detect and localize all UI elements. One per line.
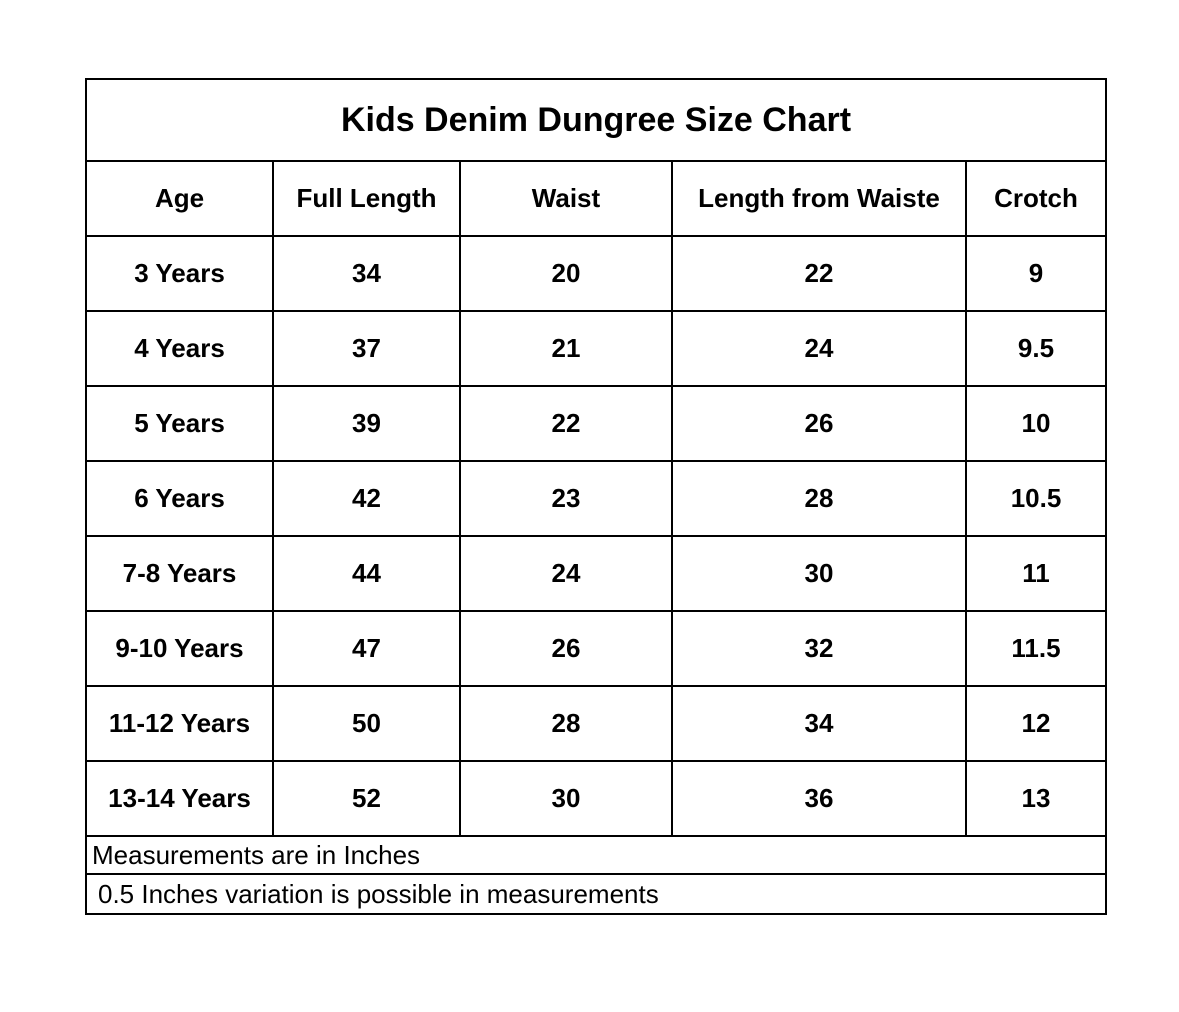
size-chart: Kids Denim Dungree Size Chart Age Full L… xyxy=(85,78,1107,915)
cell-length-from-waist: 24 xyxy=(672,311,967,387)
cell-waist: 21 xyxy=(460,311,673,387)
size-table: Age Full Length Waist Length from Waiste… xyxy=(87,162,1105,837)
cell-age: 13-14 Years xyxy=(87,761,274,837)
cell-full-length: 47 xyxy=(273,611,461,687)
cell-waist: 30 xyxy=(460,761,673,837)
cell-crotch: 11 xyxy=(966,536,1105,612)
cell-full-length: 34 xyxy=(273,236,461,312)
cell-crotch: 9.5 xyxy=(966,311,1105,387)
cell-crotch: 9 xyxy=(966,236,1105,312)
cell-full-length: 42 xyxy=(273,461,461,537)
cell-length-from-waist: 36 xyxy=(672,761,967,837)
cell-crotch: 10.5 xyxy=(966,461,1105,537)
column-header-length-from-waist: Length from Waiste xyxy=(672,162,967,237)
cell-full-length: 39 xyxy=(273,386,461,462)
column-header-age: Age xyxy=(87,162,274,237)
cell-age: 9-10 Years xyxy=(87,611,274,687)
cell-waist: 26 xyxy=(460,611,673,687)
table-row: 5 Years 39 22 26 10 xyxy=(87,386,1105,462)
column-header-waist: Waist xyxy=(460,162,673,237)
cell-length-from-waist: 26 xyxy=(672,386,967,462)
cell-full-length: 44 xyxy=(273,536,461,612)
chart-title: Kids Denim Dungree Size Chart xyxy=(87,80,1105,162)
cell-crotch: 13 xyxy=(966,761,1105,837)
cell-full-length: 52 xyxy=(273,761,461,837)
cell-age: 3 Years xyxy=(87,236,274,312)
cell-age: 7-8 Years xyxy=(87,536,274,612)
cell-waist: 28 xyxy=(460,686,673,762)
table-row: 9-10 Years 47 26 32 11.5 xyxy=(87,611,1105,687)
cell-length-from-waist: 30 xyxy=(672,536,967,612)
table-row: 3 Years 34 20 22 9 xyxy=(87,236,1105,312)
cell-age: 6 Years xyxy=(87,461,274,537)
header-row: Age Full Length Waist Length from Waiste… xyxy=(87,162,1105,237)
cell-full-length: 37 xyxy=(273,311,461,387)
table-row: 11-12 Years 50 28 34 12 xyxy=(87,686,1105,762)
column-header-crotch: Crotch xyxy=(966,162,1105,237)
cell-waist: 22 xyxy=(460,386,673,462)
note-units: Measurements are in Inches xyxy=(87,837,1105,875)
column-header-full-length: Full Length xyxy=(273,162,461,237)
cell-crotch: 11.5 xyxy=(966,611,1105,687)
note-variation: 0.5 Inches variation is possible in meas… xyxy=(98,878,659,909)
table-row: 13-14 Years 52 30 36 13 xyxy=(87,761,1105,837)
table-row: 4 Years 37 21 24 9.5 xyxy=(87,311,1105,387)
table-row: 7-8 Years 44 24 30 11 xyxy=(87,536,1105,612)
cell-full-length: 50 xyxy=(273,686,461,762)
cell-length-from-waist: 32 xyxy=(672,611,967,687)
cell-age: 4 Years xyxy=(87,311,274,387)
cell-waist: 24 xyxy=(460,536,673,612)
cell-waist: 20 xyxy=(460,236,673,312)
cell-age: 11-12 Years xyxy=(87,686,274,762)
cell-age: 5 Years xyxy=(87,386,274,462)
table-row: 6 Years 42 23 28 10.5 xyxy=(87,461,1105,537)
cell-crotch: 10 xyxy=(966,386,1105,462)
cell-length-from-waist: 22 xyxy=(672,236,967,312)
cell-length-from-waist: 28 xyxy=(672,461,967,537)
cell-crotch: 12 xyxy=(966,686,1105,762)
cell-waist: 23 xyxy=(460,461,673,537)
cell-length-from-waist: 34 xyxy=(672,686,967,762)
